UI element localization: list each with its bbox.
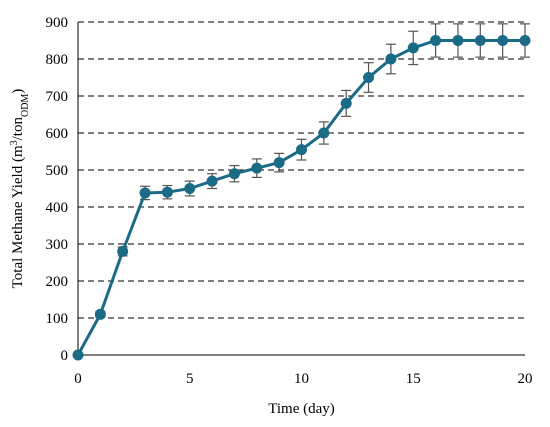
data-point: [72, 349, 84, 361]
y-axis-title-end: ): [10, 89, 26, 94]
gridlines: [78, 21, 525, 319]
x-tick-label: 10: [294, 371, 309, 387]
data-point: [94, 308, 106, 320]
data-point: [519, 35, 531, 46]
y-tick-label: 0: [61, 348, 69, 364]
data-point: [184, 183, 196, 194]
y-tick-label: 600: [46, 126, 69, 142]
y-tick-labels: 0 100 200 300 400 500 600 700 800 900: [46, 15, 69, 364]
x-tick-label: 0: [74, 371, 82, 387]
data-point: [452, 35, 464, 46]
y-tick-label: 500: [46, 163, 69, 179]
data-point: [296, 144, 307, 156]
data-point: [474, 35, 486, 46]
data-point: [228, 168, 240, 180]
data-point: [385, 53, 397, 65]
data-point: [273, 157, 285, 169]
y-axis-title: Total Methane Yield (m3/tonODM): [9, 89, 31, 289]
x-tick-label: 5: [186, 371, 194, 387]
y-tick-label: 700: [46, 89, 69, 105]
data-point: [497, 35, 509, 46]
x-axis-title: Time (day): [268, 401, 335, 417]
data-points: [72, 35, 531, 361]
x-tick-labels: 0 5 10 15 20: [74, 371, 532, 387]
data-point: [206, 175, 218, 187]
error-bars: [95, 23, 530, 318]
x-tick-label: 15: [406, 371, 421, 387]
data-point: [161, 186, 173, 198]
data-point: [340, 97, 352, 109]
y-tick-label: 800: [46, 52, 69, 68]
y-axis-title-middle: /ton: [10, 117, 26, 141]
data-point: [139, 187, 151, 199]
x-tick-label: 20: [518, 371, 533, 387]
y-axis-title-subscript: ODM: [20, 94, 31, 117]
data-point: [117, 245, 129, 257]
data-point: [318, 127, 330, 139]
y-axis-title-superscript: 3: [9, 140, 20, 145]
axes: [77, 22, 525, 356]
data-point: [430, 35, 442, 46]
data-point: [363, 72, 375, 83]
y-tick-label: 200: [46, 274, 69, 290]
data-point: [407, 42, 419, 54]
data-point: [251, 162, 263, 174]
y-axis-title-main: Total Methane Yield (m: [10, 145, 26, 288]
y-tick-label: 400: [46, 200, 69, 216]
y-tick-label: 300: [46, 237, 69, 253]
y-tick-label: 100: [46, 311, 69, 327]
y-tick-label: 900: [46, 15, 69, 31]
